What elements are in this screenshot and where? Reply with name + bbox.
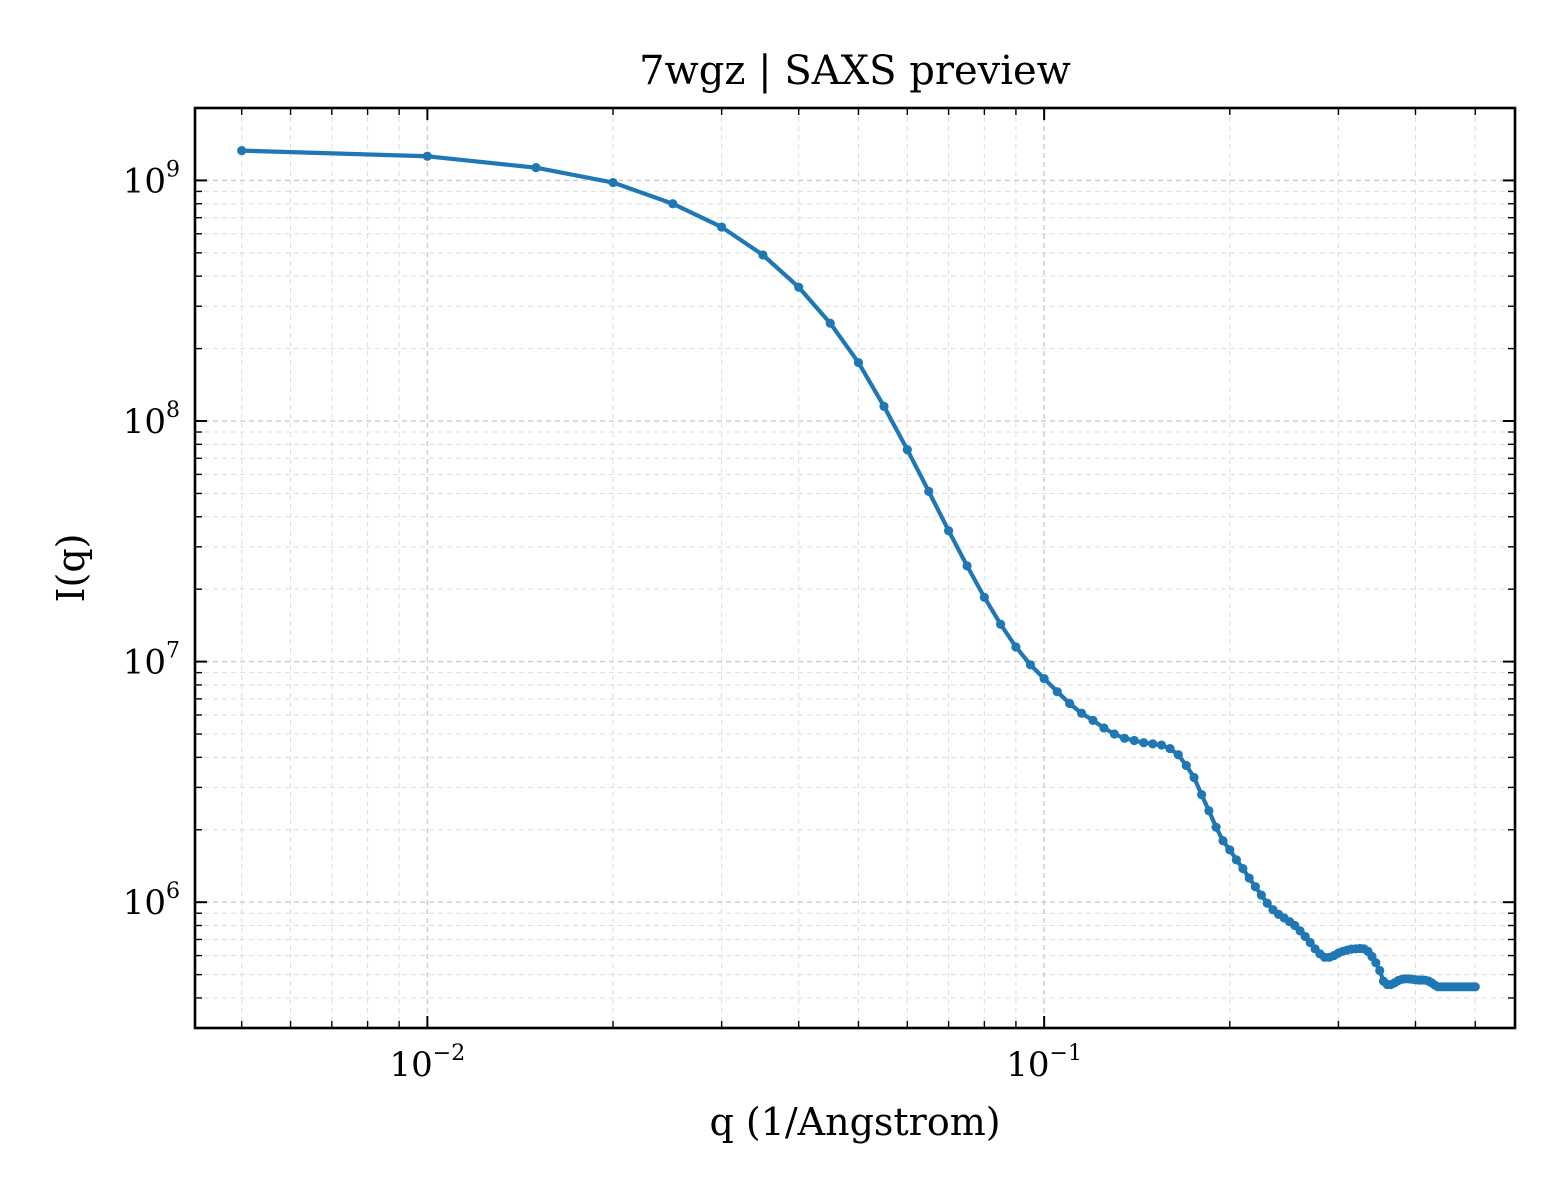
data-point [1025,660,1035,670]
data-point [1181,760,1191,771]
data-point [668,199,678,209]
data-point [924,486,934,496]
data-point [1139,738,1149,748]
data-point [1225,845,1235,855]
x-axis-label: q (1/Angstrom) [709,1100,1000,1144]
data-point [608,177,618,188]
x-tick-label: 10−1 [1006,1041,1082,1085]
data-point [1119,733,1130,743]
major-grid [195,108,1515,1028]
data-point [1470,982,1480,992]
data-point [879,401,889,412]
data-point [237,146,247,156]
data-point [1165,743,1175,754]
data-point [422,151,432,161]
data-point [1375,965,1385,976]
y-tick-label: 108 [123,398,180,442]
data-point [1129,735,1139,746]
data-point [853,357,864,368]
data-point [1204,806,1214,816]
data-point [944,526,954,536]
data-point [1173,750,1183,760]
plot-frame [193,106,1517,1030]
data-point [1039,673,1049,684]
chart-title: 7wgz | SAXS preview [639,48,1071,94]
data-point [1148,739,1158,749]
data-point [1218,836,1228,846]
data-point [1256,890,1266,900]
x-tick-label: 10−2 [390,1041,466,1085]
data-point [962,561,972,571]
y-tick-label: 106 [123,879,180,923]
data-point [1011,642,1021,652]
data-point [1250,882,1260,892]
data-point [717,222,727,232]
data-point [794,282,804,292]
data-point [1231,855,1242,865]
data-point [1305,937,1315,948]
data-point [1196,790,1207,800]
minor-grid [195,107,1515,1029]
y-tick-label: 107 [123,639,180,683]
data-point [1156,740,1167,750]
data-point [1244,873,1254,883]
data-point [1371,958,1381,968]
data-point [1076,708,1087,718]
data-point [979,592,989,602]
data-point [1065,698,1075,709]
series-layer [237,146,1480,992]
data-point [1189,772,1199,783]
data-point [758,250,768,260]
data-point [902,445,912,455]
data-point [1262,898,1272,908]
data-point [1109,729,1120,739]
data-point [996,619,1006,629]
data-point [1211,822,1221,832]
data-point [1099,723,1109,733]
data-point [1088,715,1098,725]
y-axis-label: I(q) [49,534,93,603]
data-point [825,318,835,328]
y-tick-label: 109 [123,157,180,201]
data-point [1238,863,1248,874]
data-point [531,163,541,173]
data-point [1052,687,1062,697]
